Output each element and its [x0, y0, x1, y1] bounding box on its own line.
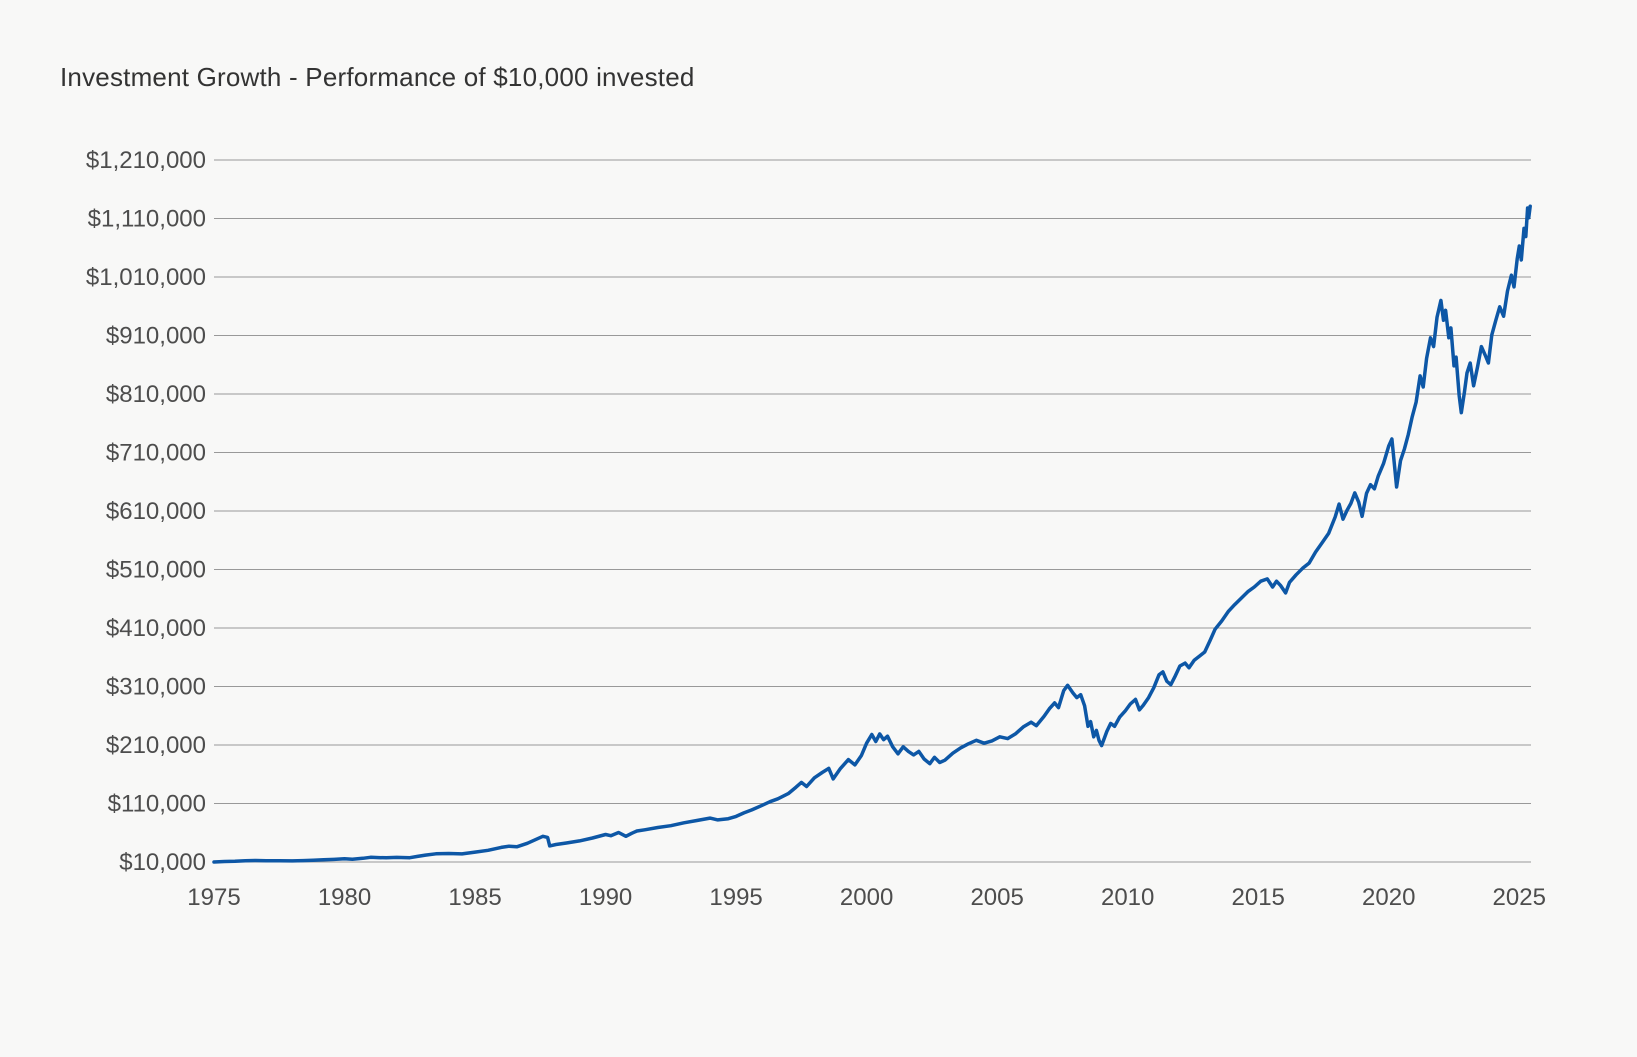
y-axis-tick-label: $310,000: [106, 674, 206, 701]
x-axis-tick-label: 2025: [1493, 884, 1546, 911]
y-axis-tick-label: $610,000: [106, 498, 206, 525]
y-axis-tick-label: $910,000: [106, 323, 206, 350]
y-axis-tick-label: $810,000: [106, 381, 206, 408]
y-axis-tick-label: $210,000: [106, 732, 206, 759]
x-axis-tick-label: 1985: [448, 884, 501, 911]
y-axis-tick-label: $410,000: [106, 615, 206, 642]
x-axis-tick-label: 1995: [709, 884, 762, 911]
y-axis-tick-label: $710,000: [106, 440, 206, 467]
y-axis-tick-label: $510,000: [106, 557, 206, 584]
y-axis-tick-label: $1,110,000: [88, 206, 206, 233]
x-axis-tick-label: 2020: [1362, 884, 1415, 911]
y-axis-tick-label: $1,010,000: [86, 264, 206, 291]
investment-growth-line: [212, 204, 1532, 864]
x-axis-tick-label: 2000: [840, 884, 893, 911]
x-axis-tick-label: 1990: [579, 884, 632, 911]
y-axis-tick-label: $10,000: [119, 849, 206, 876]
x-axis-tick-label: 2015: [1232, 884, 1285, 911]
y-axis-tick-label: $110,000: [108, 791, 206, 818]
x-axis-tick-label: 1975: [187, 884, 240, 911]
y-axis-tick-label: $1,210,000: [86, 147, 206, 174]
x-axis-tick-label: 2005: [970, 884, 1023, 911]
chart-title: Investment Growth - Performance of $10,0…: [60, 62, 695, 92]
x-axis-tick-label: 1980: [318, 884, 371, 911]
x-axis-tick-label: 2010: [1101, 884, 1154, 911]
